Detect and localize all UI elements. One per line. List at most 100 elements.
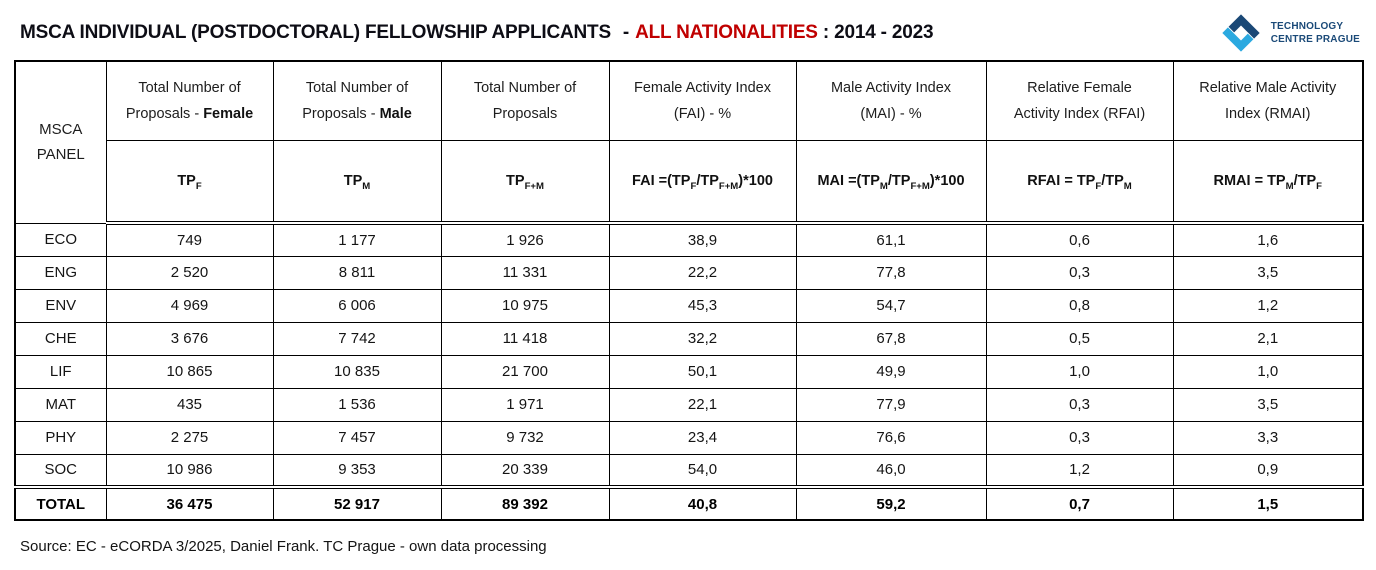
column-header-mai: Male Activity Index (MAI) - % bbox=[795, 60, 987, 141]
value-cell: 0,3 bbox=[985, 255, 1174, 290]
value-cell: 49,9 bbox=[795, 354, 987, 389]
total-value-cell: 52 917 bbox=[272, 485, 442, 521]
tc-prague-diamond-icon bbox=[1222, 14, 1260, 52]
title-period: : 2014 - 2023 bbox=[822, 22, 934, 43]
value-cell: 2,1 bbox=[1172, 321, 1364, 356]
value-cell: 749 bbox=[105, 222, 274, 257]
table-row-eco: ECO 749 1 177 1 926 38,9 61,1 0,6 1,6 bbox=[14, 222, 1364, 257]
page-title: MSCA INDIVIDUAL (POSTDOCTORAL) FELLOWSHI… bbox=[20, 22, 934, 44]
value-cell: 1,6 bbox=[1172, 222, 1364, 257]
total-value-cell: 89 392 bbox=[440, 485, 610, 521]
value-cell: 9 732 bbox=[440, 420, 610, 455]
logo-line2: CENTRE PRAGUE bbox=[1270, 34, 1360, 45]
column-header-total-female: Total Number of Proposals - Female bbox=[105, 60, 274, 141]
panel-code-cell: CHE bbox=[14, 321, 107, 356]
value-cell: 21 700 bbox=[440, 354, 610, 389]
value-cell: 6 006 bbox=[272, 288, 442, 323]
value-cell: 77,9 bbox=[795, 387, 987, 422]
value-cell: 1 536 bbox=[272, 387, 442, 422]
value-cell: 7 457 bbox=[272, 420, 442, 455]
total-value-cell: 0,7 bbox=[985, 485, 1174, 521]
panel-code-cell: PHY bbox=[14, 420, 107, 455]
panel-code-cell: ENG bbox=[14, 255, 107, 290]
value-cell: 3 676 bbox=[105, 321, 274, 356]
logo: TECHNOLOGY CENTRE PRAGUE bbox=[1219, 11, 1360, 55]
value-cell: 2 275 bbox=[105, 420, 274, 455]
table-row-eng: ENG 2 520 8 811 11 331 22,2 77,8 0,3 3,5 bbox=[14, 255, 1364, 290]
value-cell: 77,8 bbox=[795, 255, 987, 290]
table-row-phy: PHY 2 275 7 457 9 732 23,4 76,6 0,3 3,3 bbox=[14, 420, 1364, 455]
value-cell: 0,3 bbox=[985, 387, 1174, 422]
value-cell: 3,5 bbox=[1172, 387, 1364, 422]
header-row-formulas: TPF TPM TPF+M FAI =(TPF/TPF+M)*100 MAI =… bbox=[15, 139, 1364, 225]
formula-tpm: TPM bbox=[272, 139, 442, 225]
panel-code-cell: LIF bbox=[14, 354, 107, 389]
value-cell: 10 975 bbox=[440, 288, 610, 323]
table-row-mat: MAT 435 1 536 1 971 22,1 77,9 0,3 3,5 bbox=[14, 387, 1364, 422]
value-cell: 2 520 bbox=[105, 255, 274, 290]
formula-fai: FAI =(TPF/TPF+M)*100 bbox=[608, 139, 797, 225]
column-header-rfai: Relative Female Activity Index (RFAI) bbox=[985, 60, 1174, 141]
table-row-soc: SOC 10 986 9 353 20 339 54,0 46,0 1,2 0,… bbox=[14, 453, 1364, 488]
panel-code-cell: MAT bbox=[14, 387, 107, 422]
title-dash: - bbox=[622, 22, 630, 43]
total-value-cell: 40,8 bbox=[608, 485, 797, 521]
total-value-cell: 36 475 bbox=[105, 485, 274, 521]
total-value-cell: 1,5 bbox=[1172, 485, 1364, 521]
column-header-msca-panel: MSCA PANEL bbox=[14, 60, 107, 224]
value-cell: 3,5 bbox=[1172, 255, 1364, 290]
value-cell: 9 353 bbox=[272, 453, 442, 488]
column-header-rmai: Relative Male Activity Index (RMAI) bbox=[1172, 60, 1364, 141]
value-cell: 1 971 bbox=[440, 387, 610, 422]
value-cell: 50,1 bbox=[608, 354, 797, 389]
value-cell: 23,4 bbox=[608, 420, 797, 455]
header-row-titles: MSCA PANEL Total Number of Proposals - Fe… bbox=[14, 60, 1364, 224]
value-cell: 0,8 bbox=[985, 288, 1174, 323]
title-bar: MSCA INDIVIDUAL (POSTDOCTORAL) FELLOWSHI… bbox=[0, 0, 1376, 60]
panel-code-cell: ENV bbox=[14, 288, 107, 323]
value-cell: 11 418 bbox=[440, 321, 610, 356]
table-row-che: CHE 3 676 7 742 11 418 32,2 67,8 0,5 2,1 bbox=[14, 321, 1364, 356]
value-cell: 1,0 bbox=[1172, 354, 1364, 389]
value-cell: 1,2 bbox=[985, 453, 1174, 488]
value-cell: 22,1 bbox=[608, 387, 797, 422]
value-cell: 0,6 bbox=[985, 222, 1174, 257]
value-cell: 11 331 bbox=[440, 255, 610, 290]
value-cell: 8 811 bbox=[272, 255, 442, 290]
column-header-total-male: Total Number of Proposals - Male bbox=[272, 60, 442, 141]
value-cell: 46,0 bbox=[795, 453, 987, 488]
data-table: MSCA PANEL Total Number of Proposals - Fe… bbox=[14, 60, 1364, 521]
formula-mai: MAI =(TPM/TPF+M)*100 bbox=[795, 139, 987, 225]
value-cell: 0,5 bbox=[985, 321, 1174, 356]
value-cell: 1,2 bbox=[1172, 288, 1364, 323]
value-cell: 32,2 bbox=[608, 321, 797, 356]
value-cell: 435 bbox=[105, 387, 274, 422]
formula-tpf: TPF bbox=[105, 139, 274, 225]
table-row-lif: LIF 10 865 10 835 21 700 50,1 49,9 1,0 1… bbox=[14, 354, 1364, 389]
value-cell: 54,0 bbox=[608, 453, 797, 488]
value-cell: 54,7 bbox=[795, 288, 987, 323]
column-header-total: Total Number of Proposals bbox=[440, 60, 610, 141]
formula-rmai: RMAI = TPM/TPF bbox=[1172, 139, 1364, 225]
value-cell: 45,3 bbox=[608, 288, 797, 323]
panel-code-cell: ECO bbox=[14, 222, 107, 257]
total-label-cell: TOTAL bbox=[14, 485, 107, 521]
value-cell: 1,0 bbox=[985, 354, 1174, 389]
value-cell: 4 969 bbox=[105, 288, 274, 323]
value-cell: 1 177 bbox=[272, 222, 442, 257]
value-cell: 10 986 bbox=[105, 453, 274, 488]
logo-text: TECHNOLOGY CENTRE PRAGUE bbox=[1271, 20, 1360, 46]
formula-rfai: RFAI = TPF/TPM bbox=[985, 139, 1174, 225]
value-cell: 10 865 bbox=[105, 354, 274, 389]
value-cell: 76,6 bbox=[795, 420, 987, 455]
total-value-cell: 59,2 bbox=[795, 485, 987, 521]
value-cell: 67,8 bbox=[795, 321, 987, 356]
value-cell: 0,3 bbox=[985, 420, 1174, 455]
total-row: TOTAL 36 475 52 917 89 392 40,8 59,2 0,7… bbox=[14, 485, 1364, 521]
value-cell: 0,9 bbox=[1172, 453, 1364, 488]
table-row-env: ENV 4 969 6 006 10 975 45,3 54,7 0,8 1,2 bbox=[14, 288, 1364, 323]
title-main: MSCA INDIVIDUAL (POSTDOCTORAL) FELLOWSHI… bbox=[20, 22, 611, 43]
value-cell: 7 742 bbox=[272, 321, 442, 356]
value-cell: 61,1 bbox=[795, 222, 987, 257]
title-highlight: ALL NATIONALITIES bbox=[635, 22, 818, 43]
